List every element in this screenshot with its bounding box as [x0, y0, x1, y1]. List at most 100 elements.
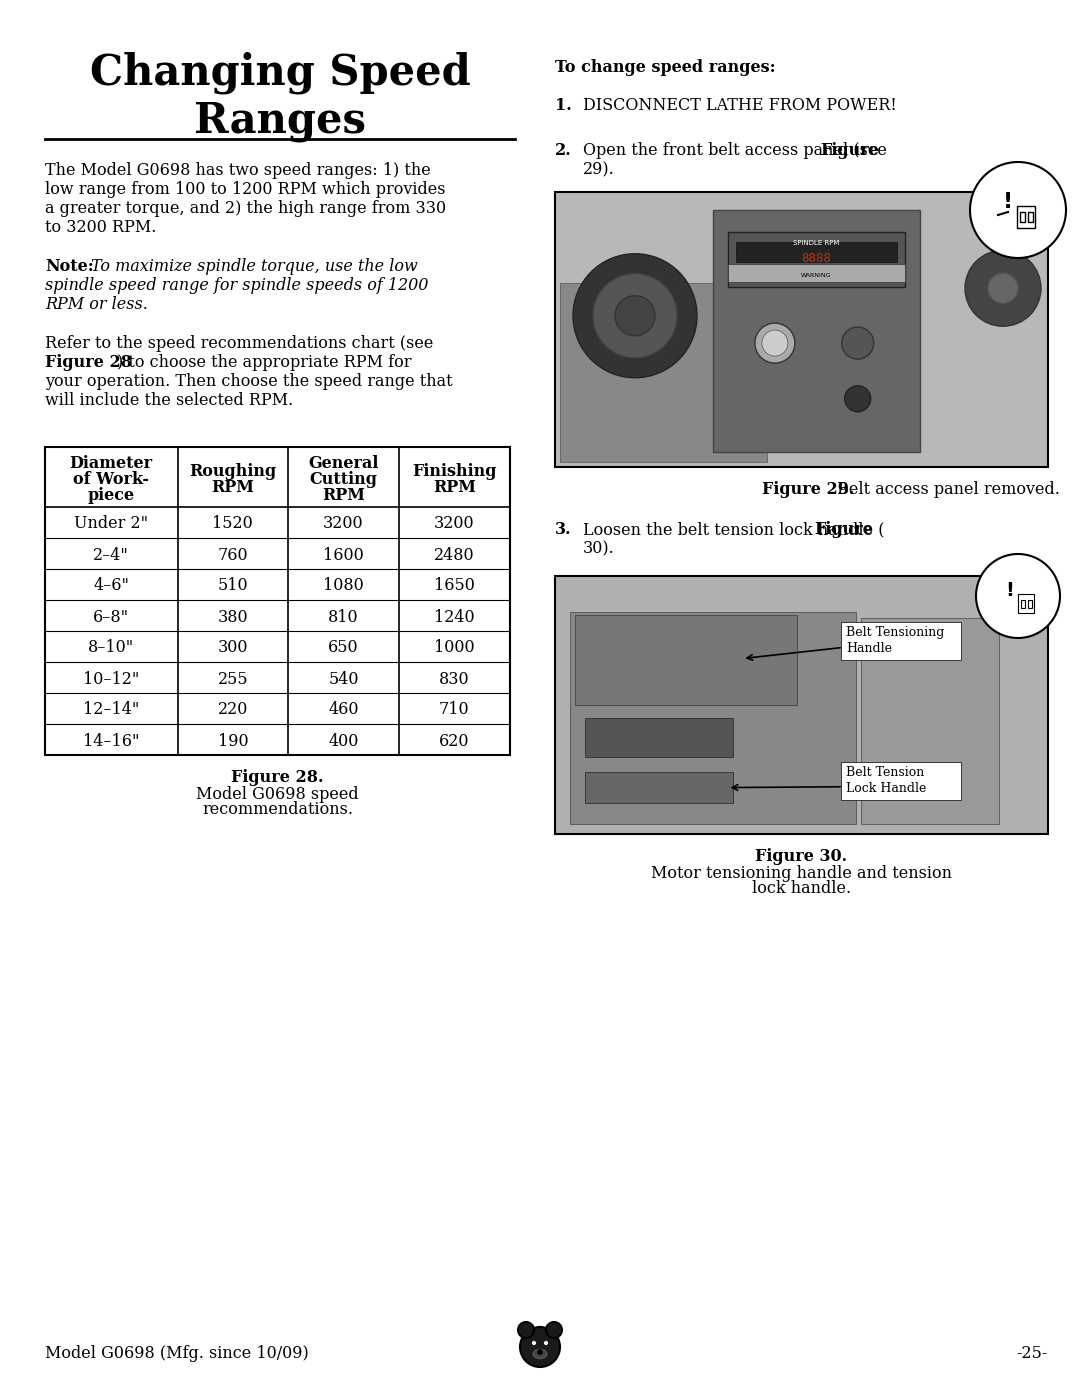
Text: 10–12": 10–12" [83, 671, 139, 687]
Text: 14–16": 14–16" [83, 732, 139, 750]
Text: 1240: 1240 [434, 609, 475, 626]
Circle shape [543, 1341, 549, 1345]
Text: 620: 620 [440, 732, 470, 750]
Text: ) to choose the appropriate RPM for: ) to choose the appropriate RPM for [117, 353, 411, 372]
Text: Figure 29.: Figure 29. [762, 481, 854, 497]
Text: Note:: Note: [45, 258, 94, 275]
Text: 300: 300 [217, 640, 248, 657]
Circle shape [573, 254, 697, 377]
Text: lock handle.: lock handle. [752, 880, 851, 897]
Text: 1600: 1600 [323, 546, 364, 563]
Text: 30).: 30). [583, 541, 615, 557]
Circle shape [966, 250, 1041, 327]
Text: 4–6": 4–6" [93, 577, 130, 595]
Text: your operation. Then choose the speed range that: your operation. Then choose the speed ra… [45, 373, 453, 390]
Circle shape [755, 323, 795, 363]
Circle shape [519, 1327, 561, 1368]
Text: 1000: 1000 [434, 640, 475, 657]
Text: 12–14": 12–14" [83, 701, 139, 718]
Text: Under 2": Under 2" [75, 515, 148, 532]
Bar [841, 623, 961, 661]
Text: The Model G0698 has two speed ranges: 1) the: The Model G0698 has two speed ranges: 1)… [45, 162, 431, 179]
Text: low range from 100 to 1200 RPM which provides: low range from 100 to 1200 RPM which pro… [45, 182, 446, 198]
Text: 710: 710 [440, 701, 470, 718]
Text: RPM or less.: RPM or less. [45, 296, 148, 313]
Text: 540: 540 [328, 671, 359, 687]
Text: Roughing: Roughing [189, 462, 276, 481]
Text: RPM: RPM [322, 488, 365, 504]
Text: 29).: 29). [583, 161, 615, 177]
Text: RPM: RPM [433, 479, 476, 496]
Text: 1650: 1650 [434, 577, 475, 595]
Text: Figure: Figure [814, 521, 873, 538]
Text: Open the front belt access panel (see: Open the front belt access panel (see [583, 142, 892, 159]
Text: 380: 380 [217, 609, 248, 626]
Text: Figure 28: Figure 28 [45, 353, 132, 372]
Bar [713, 210, 920, 453]
Text: To change speed ranges:: To change speed ranges: [555, 59, 775, 75]
Text: recommendations.: recommendations. [202, 800, 353, 819]
Text: Figure: Figure [821, 142, 879, 159]
Text: Refer to the speed recommendations chart (see: Refer to the speed recommendations chart… [45, 335, 433, 352]
Text: Figure 28.: Figure 28. [231, 768, 324, 787]
Text: 830: 830 [440, 671, 470, 687]
Text: 1080: 1080 [323, 577, 364, 595]
Bar [728, 264, 905, 282]
Bar [555, 576, 1048, 834]
Bar [575, 615, 797, 705]
Circle shape [976, 555, 1059, 638]
Bar [561, 284, 767, 462]
Text: 3.: 3. [555, 521, 571, 538]
Bar [585, 773, 733, 803]
Ellipse shape [534, 1350, 546, 1358]
Text: Diameter: Diameter [70, 455, 153, 472]
Bar [1020, 212, 1025, 222]
Text: 8888: 8888 [801, 251, 832, 265]
Text: 760: 760 [217, 546, 248, 563]
Text: Finishing: Finishing [413, 462, 497, 481]
Text: of Work-: of Work- [73, 471, 149, 488]
Circle shape [845, 386, 870, 412]
Text: Model G0698 speed: Model G0698 speed [197, 787, 359, 803]
Text: -25-: -25- [1016, 1345, 1048, 1362]
Text: 460: 460 [328, 701, 359, 718]
Text: To maximize spindle torque, use the low: To maximize spindle torque, use the low [91, 258, 418, 275]
Text: 1520: 1520 [213, 515, 253, 532]
Bar [585, 718, 733, 757]
Text: spindle speed range for spindle speeds of 1200: spindle speed range for spindle speeds o… [45, 277, 429, 293]
Bar [1017, 205, 1035, 228]
Text: to 3200 RPM.: to 3200 RPM. [45, 219, 157, 236]
Text: General: General [309, 455, 379, 472]
Text: 650: 650 [328, 640, 359, 657]
Text: Figure 30.: Figure 30. [755, 848, 848, 865]
Text: 255: 255 [217, 671, 248, 687]
Text: 220: 220 [218, 701, 248, 718]
Text: Motor tensioning handle and tension: Motor tensioning handle and tension [651, 865, 951, 882]
Text: 190: 190 [217, 732, 248, 750]
Bar [728, 232, 905, 286]
Bar [570, 612, 856, 824]
Text: Cutting: Cutting [310, 471, 378, 488]
Text: 3200: 3200 [323, 515, 364, 532]
Text: Belt Tensioning
Handle: Belt Tensioning Handle [846, 626, 944, 655]
Text: piece: piece [87, 488, 135, 504]
Text: 810: 810 [328, 609, 359, 626]
Text: Belt Tension
Lock Handle: Belt Tension Lock Handle [846, 766, 927, 795]
Text: Changing Speed
Ranges: Changing Speed Ranges [90, 52, 471, 142]
Text: 510: 510 [217, 577, 248, 595]
Circle shape [538, 1350, 542, 1355]
Text: DISCONNECT LATHE FROM POWER!: DISCONNECT LATHE FROM POWER! [583, 96, 896, 115]
Bar [1021, 599, 1025, 608]
Text: !: ! [1005, 581, 1014, 601]
Text: SPINDLE RPM: SPINDLE RPM [793, 240, 839, 246]
Text: !: ! [1003, 191, 1013, 212]
Bar [841, 761, 961, 799]
Bar [1028, 599, 1032, 608]
Circle shape [593, 274, 677, 358]
Text: will include the selected RPM.: will include the selected RPM. [45, 393, 294, 409]
Text: 400: 400 [328, 732, 359, 750]
Bar [1018, 594, 1034, 613]
Circle shape [546, 1322, 562, 1338]
Text: 2–4": 2–4" [93, 546, 130, 563]
Circle shape [761, 330, 788, 356]
